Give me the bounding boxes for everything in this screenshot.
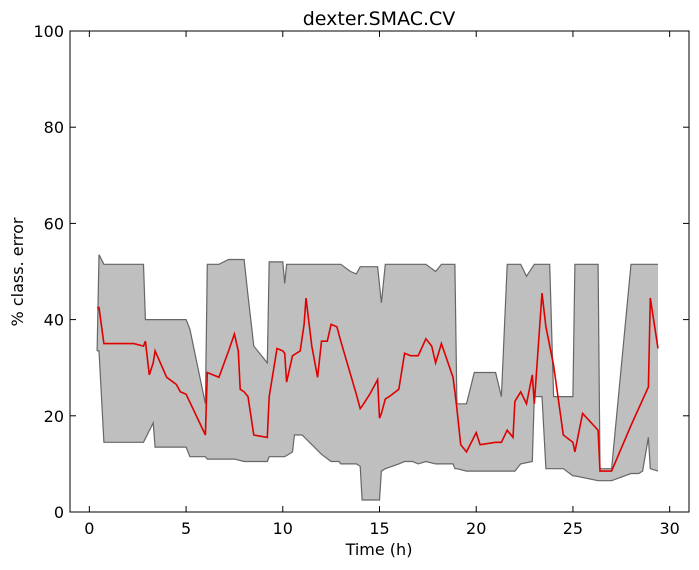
y-axis-label: % class. error — [8, 217, 27, 326]
mean-error-line — [97, 293, 659, 472]
lower-bound-line — [97, 350, 659, 501]
axes-frame — [69, 30, 690, 513]
upper-bound-line — [96, 254, 658, 470]
y-tick-label: 40 — [44, 311, 64, 330]
x-tick-label: 0 — [84, 519, 94, 538]
x-axis-ticks: 0 5 10 15 20 25 30 — [84, 31, 680, 538]
y-tick-label: 60 — [44, 214, 64, 233]
y-tick-label: 0 — [54, 503, 64, 522]
y-tick-label: 20 — [44, 407, 64, 426]
error-range-band — [97, 254, 659, 500]
x-axis-label: Time (h) — [345, 540, 413, 559]
x-tick-label: 15 — [369, 519, 389, 538]
x-tick-label: 5 — [181, 519, 191, 538]
x-tick-label: 30 — [659, 519, 679, 538]
chart-title: dexter.SMAC.CV — [303, 8, 456, 30]
plot-area — [96, 254, 659, 501]
y-tick-label: 100 — [33, 22, 64, 41]
y-axis-ticks: 0 20 40 60 80 100 — [33, 22, 689, 522]
x-tick-label: 25 — [563, 519, 583, 538]
y-tick-label: 80 — [44, 118, 64, 137]
x-tick-label: 10 — [273, 519, 293, 538]
x-tick-label: 20 — [466, 519, 486, 538]
